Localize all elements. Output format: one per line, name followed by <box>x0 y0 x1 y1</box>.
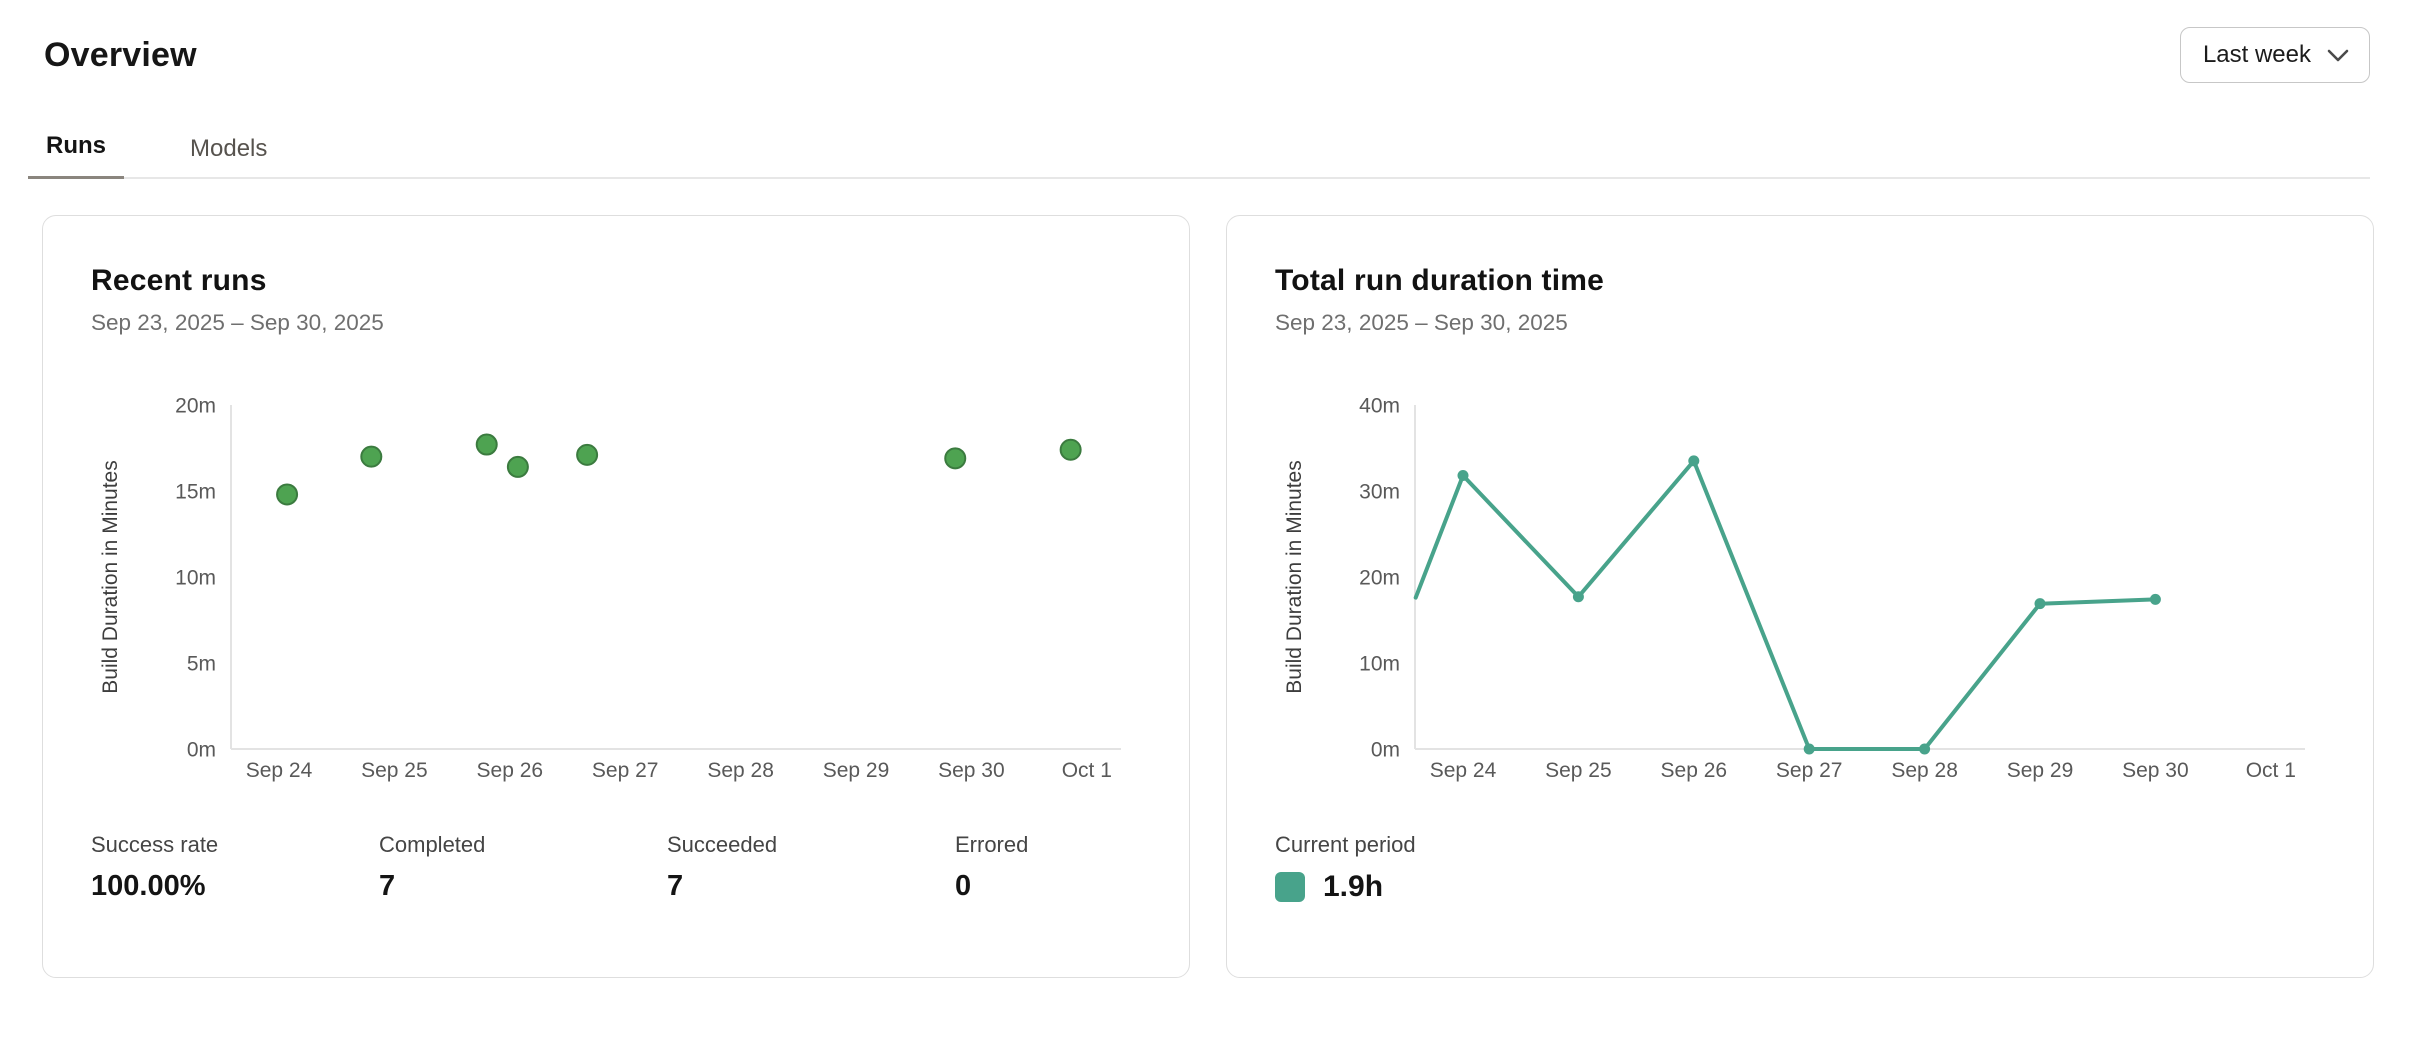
date-range-selector-button[interactable]: Last week <box>2179 27 2370 83</box>
page-header: Overview Last week <box>44 26 2370 84</box>
svg-text:Sep 30: Sep 30 <box>2122 759 2189 782</box>
total-run-duration-line-chart[interactable]: 0m 10m 20m 30m 40m Sep 24 Sep 25 Sep 26 Sep 27 Se… <box>1227 353 2374 793</box>
svg-text:Sep 27: Sep 27 <box>1776 759 1843 782</box>
svg-text:15m: 15m <box>175 481 216 504</box>
svg-text:Oct 1: Oct 1 <box>2246 759 2296 782</box>
svg-text:20m: 20m <box>175 395 216 418</box>
legend-value: 1.9h <box>1323 870 1384 903</box>
svg-text:10m: 10m <box>1359 653 1400 676</box>
card-date-range: Sep 23, 2025 – Sep 30, 2025 <box>1275 310 1568 335</box>
svg-text:Sep 27: Sep 27 <box>592 759 659 782</box>
legend-label: Current period <box>1275 832 1416 857</box>
run-stats-row: Success rate 100.00% Completed 7 Succeed… <box>91 832 1189 903</box>
svg-text:Sep 24: Sep 24 <box>1430 759 1497 782</box>
svg-text:Sep 29: Sep 29 <box>823 759 890 782</box>
current-period-swatch <box>1275 872 1305 902</box>
stat-errored: Errored 0 <box>955 832 1029 902</box>
svg-text:Oct 1: Oct 1 <box>1062 759 1112 782</box>
svg-text:10m: 10m <box>175 567 216 590</box>
svg-text:Build Duration in Minutes: Build Duration in Minutes <box>99 460 122 693</box>
svg-text:Build Duration in Minutes: Build Duration in Minutes <box>1283 460 1306 693</box>
card-title: Total run duration time <box>1275 264 1605 297</box>
chart-legend: Current period 1.9h <box>1275 832 2373 904</box>
stat-completed: Completed 7 <box>379 832 486 902</box>
chevron-down-icon <box>2327 49 2349 61</box>
svg-text:30m: 30m <box>1359 481 1400 504</box>
cards-row: Recent runs Sep 23, 2025 – Sep 30, 2025 … <box>0 215 2414 978</box>
date-range-selector-label: Last week <box>2202 41 2311 68</box>
stat-succeeded: Succeeded 7 <box>667 832 778 902</box>
legend-entry: 1.9h <box>1275 870 2373 904</box>
card-title: Recent runs <box>91 264 267 297</box>
tab-runs[interactable]: Runs <box>28 132 124 179</box>
tab-models[interactable]: Models <box>190 135 268 162</box>
svg-text:Sep 30: Sep 30 <box>938 759 1005 782</box>
svg-text:Sep 25: Sep 25 <box>1545 759 1612 782</box>
svg-text:Sep 28: Sep 28 <box>1891 759 1958 782</box>
total-run-duration-card: Total run duration time Sep 23, 2025 – S… <box>1226 215 2374 978</box>
recent-runs-card: Recent runs Sep 23, 2025 – Sep 30, 2025 … <box>42 215 1190 978</box>
svg-text:Sep 29: Sep 29 <box>2007 759 2074 782</box>
svg-text:0m: 0m <box>187 739 216 762</box>
stat-success-rate: Success rate 100.00% <box>91 832 219 902</box>
svg-text:40m: 40m <box>1359 395 1400 418</box>
svg-text:Sep 26: Sep 26 <box>1661 759 1728 782</box>
tab-bar: Runs Models <box>28 130 2370 179</box>
svg-text:Sep 26: Sep 26 <box>477 759 544 782</box>
svg-text:Sep 25: Sep 25 <box>361 759 428 782</box>
svg-text:5m: 5m <box>187 653 216 676</box>
svg-text:0m: 0m <box>1371 739 1400 762</box>
svg-text:Sep 28: Sep 28 <box>707 759 774 782</box>
card-date-range: Sep 23, 2025 – Sep 30, 2025 <box>91 310 384 335</box>
svg-text:Sep 24: Sep 24 <box>246 759 313 782</box>
svg-text:20m: 20m <box>1359 567 1400 590</box>
recent-runs-scatter-chart[interactable]: 0m 5m 10m 15m 20m Sep 24 Sep 25 Sep 26 Sep 27 Sep… <box>43 353 1190 793</box>
page-title: Overview <box>44 35 197 74</box>
